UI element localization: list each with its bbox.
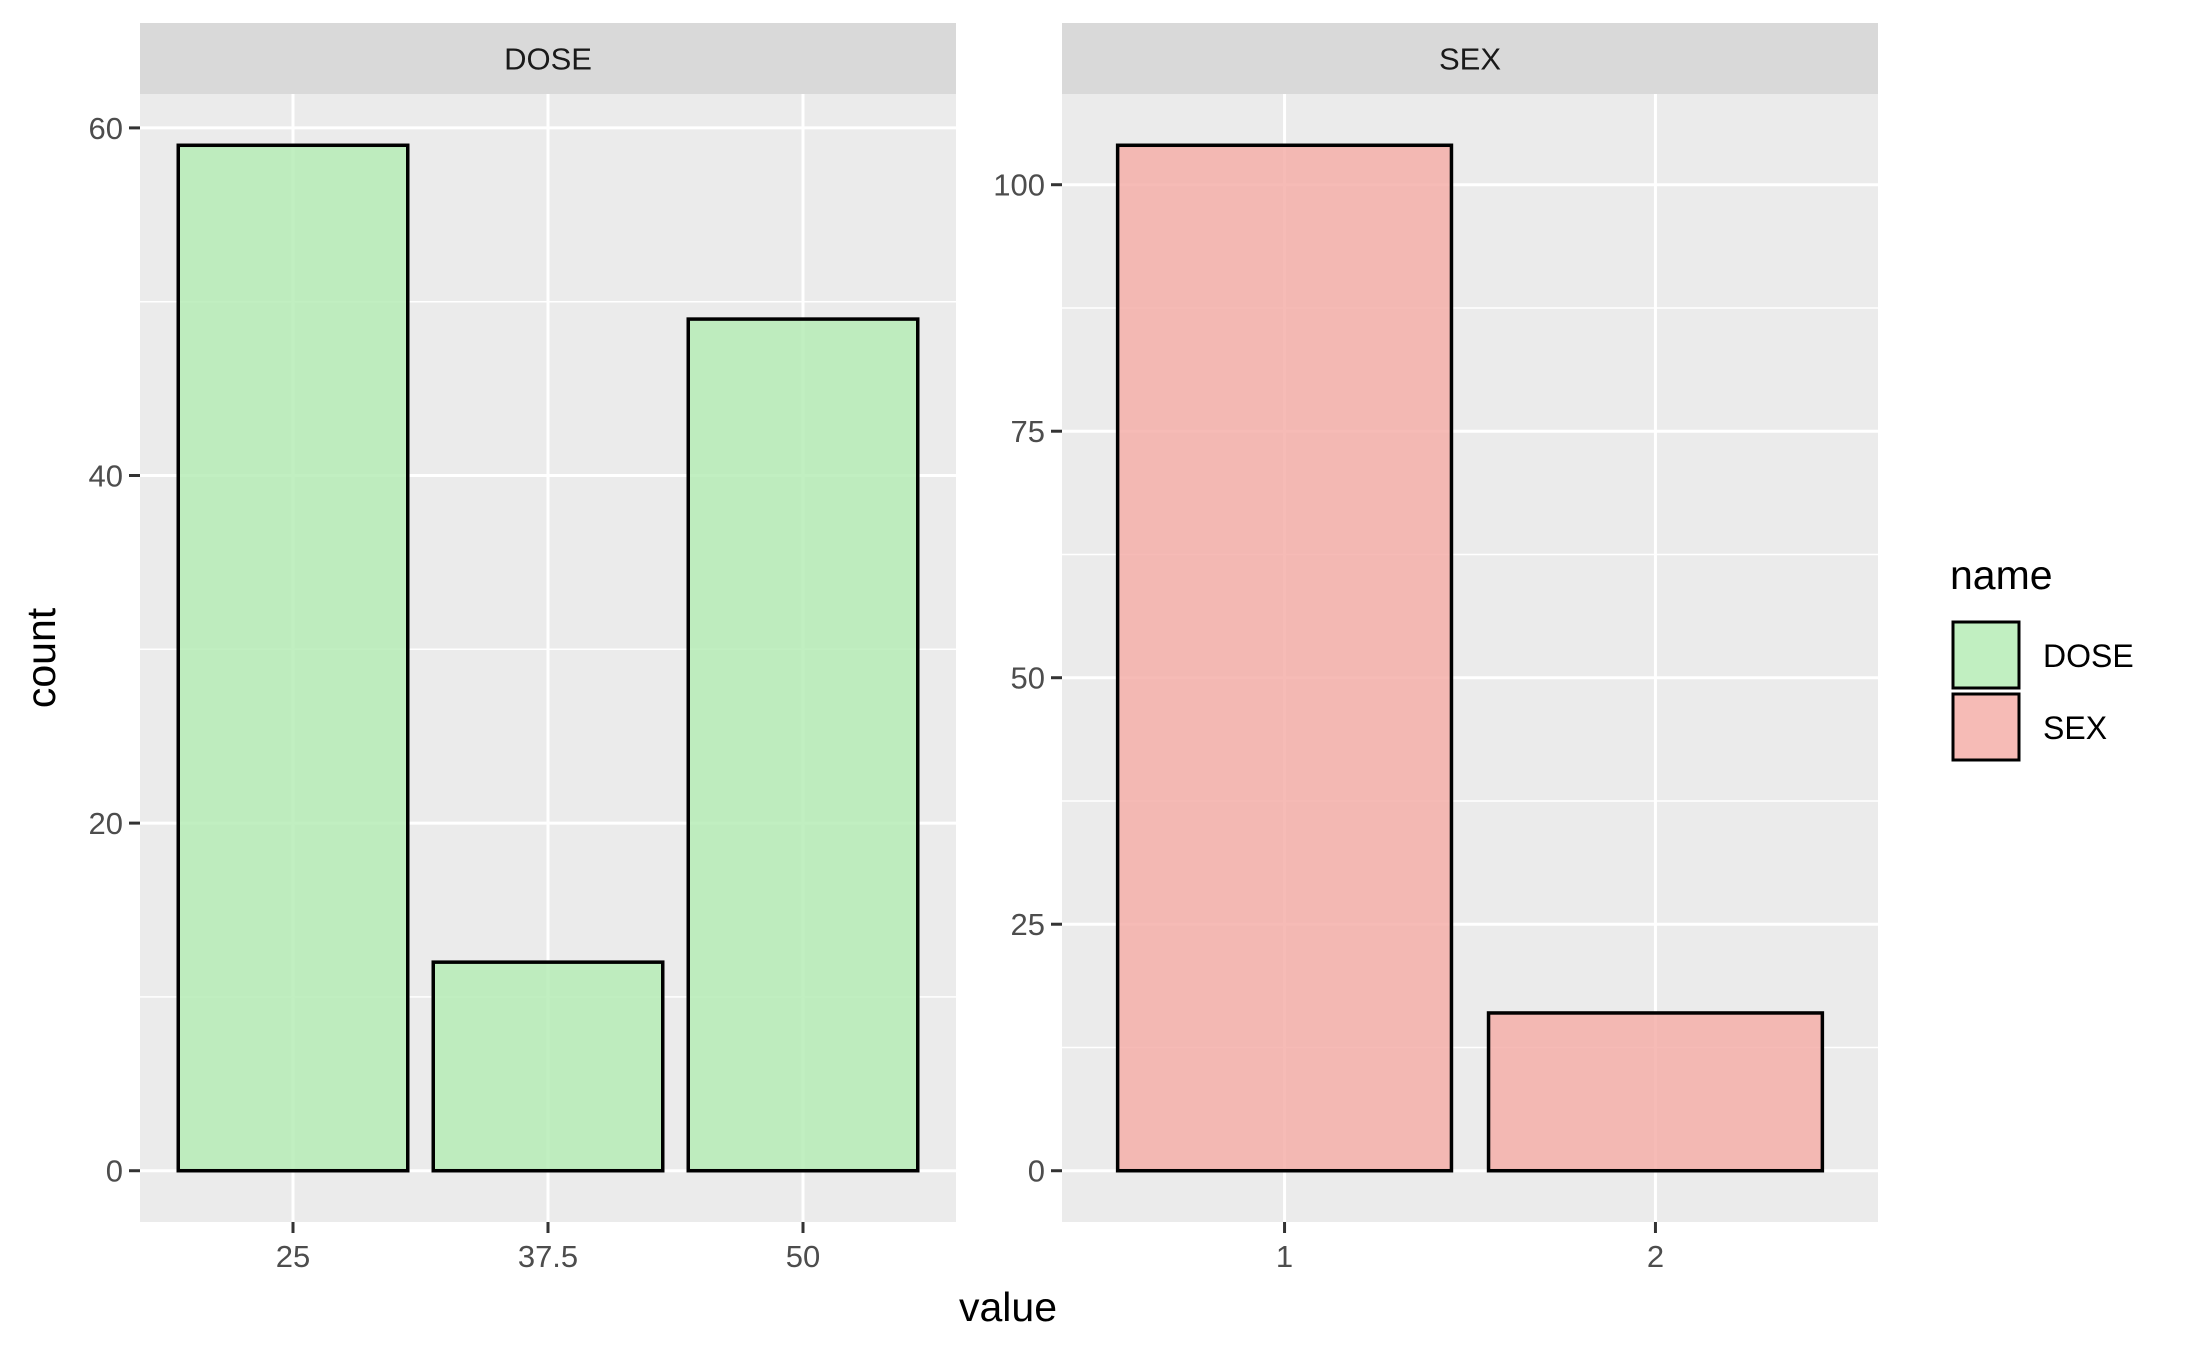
x-axis-title: value	[959, 1284, 1057, 1330]
y-tick-label: 75	[1011, 414, 1045, 449]
x-tick-label: 2	[1647, 1239, 1664, 1274]
legend-label-sex: SEX	[2043, 710, 2107, 746]
y-tick-label: 20	[89, 806, 123, 841]
bars	[176, 143, 920, 1173]
bar-sex-1	[1115, 143, 1454, 1173]
x-tick-label: 1	[1276, 1239, 1293, 1274]
facet-strip-label-dose: DOSE	[504, 42, 592, 77]
facet-panel-dose: DOSE 0 20 40 60 25 37.5 50	[89, 23, 956, 1274]
y-axis: 0 25 50 75 100	[993, 168, 1062, 1189]
y-axis-title: count	[18, 607, 64, 708]
y-tick-label: 25	[1011, 907, 1045, 942]
legend-key-sex	[1951, 692, 2021, 762]
y-tick-label: 50	[1011, 661, 1045, 696]
bars	[1115, 143, 1825, 1173]
x-axis: 25 37.5 50	[276, 1222, 820, 1274]
legend-key-dose	[1951, 620, 2021, 690]
facet-strip-label-sex: SEX	[1439, 42, 1501, 77]
y-tick-label: 0	[1028, 1154, 1045, 1189]
x-tick-label: 50	[786, 1239, 820, 1274]
bar-sex-2	[1486, 1011, 1825, 1173]
legend-title: name	[1950, 552, 2053, 598]
x-tick-label: 37.5	[518, 1239, 578, 1274]
y-tick-label: 0	[106, 1154, 123, 1189]
legend-label-dose: DOSE	[2043, 638, 2134, 674]
facet-strip	[140, 23, 956, 94]
bar-dose-50	[686, 317, 920, 1173]
y-tick-label: 40	[89, 459, 123, 494]
bar-dose-25	[176, 143, 410, 1173]
y-tick-label: 60	[89, 111, 123, 146]
y-tick-label: 100	[993, 168, 1045, 203]
facet-strip	[1062, 23, 1878, 94]
legend: name DOSE SEX	[1950, 552, 2134, 762]
x-tick-label: 25	[276, 1239, 310, 1274]
bar-dose-37.5	[431, 960, 665, 1173]
y-axis: 0 20 40 60	[89, 111, 140, 1189]
